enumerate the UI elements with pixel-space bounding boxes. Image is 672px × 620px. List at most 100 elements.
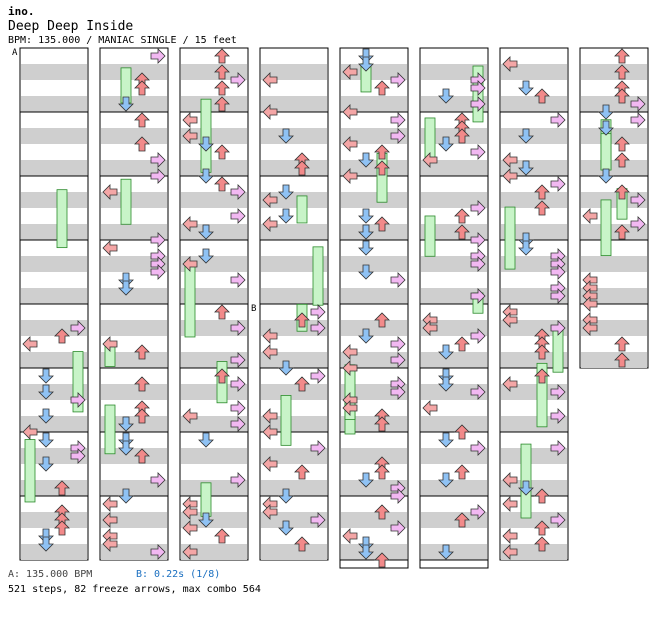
right-arrow-icon (550, 440, 566, 456)
up-arrow-icon (614, 88, 630, 104)
left-arrow-icon (502, 472, 518, 488)
up-arrow-icon (614, 352, 630, 368)
right-arrow-icon (550, 512, 566, 528)
up-arrow-icon (454, 336, 470, 352)
down-arrow-icon (38, 528, 54, 544)
left-arrow-icon (582, 296, 598, 312)
down-arrow-icon (438, 368, 454, 384)
freeze-arrow-icon (120, 178, 132, 225)
down-arrow-icon (38, 408, 54, 424)
right-arrow-icon (390, 520, 406, 536)
left-arrow-icon (262, 456, 278, 472)
right-arrow-icon (70, 392, 86, 408)
right-arrow-icon (390, 352, 406, 368)
down-arrow-icon (438, 136, 454, 152)
up-arrow-icon (214, 304, 230, 320)
down-arrow-icon (358, 48, 374, 64)
up-arrow-icon (214, 48, 230, 64)
freeze-arrow-icon (296, 195, 308, 224)
right-arrow-icon (390, 336, 406, 352)
right-arrow-icon (70, 448, 86, 464)
left-arrow-icon (182, 112, 198, 128)
left-arrow-icon (342, 104, 358, 120)
up-arrow-icon (214, 368, 230, 384)
down-arrow-icon (278, 184, 294, 200)
down-arrow-icon (358, 56, 374, 72)
up-arrow-icon (134, 376, 150, 392)
down-arrow-icon (598, 168, 614, 184)
up-arrow-icon (534, 488, 550, 504)
left-arrow-icon (262, 408, 278, 424)
freeze-arrow-icon (504, 206, 516, 270)
up-arrow-icon (454, 224, 470, 240)
down-arrow-icon (278, 488, 294, 504)
left-arrow-icon (342, 528, 358, 544)
down-arrow-icon (358, 536, 374, 552)
up-arrow-icon (374, 416, 390, 432)
bpm-marker-a: A (12, 48, 18, 58)
right-arrow-icon (550, 264, 566, 280)
down-arrow-icon (358, 224, 374, 240)
up-arrow-icon (614, 64, 630, 80)
right-arrow-icon (390, 488, 406, 504)
right-arrow-icon (310, 320, 326, 336)
right-arrow-icon (470, 232, 486, 248)
down-arrow-icon (118, 488, 134, 504)
right-arrow-icon (390, 272, 406, 288)
up-arrow-icon (534, 536, 550, 552)
down-arrow-icon (278, 128, 294, 144)
left-arrow-icon (422, 312, 438, 328)
right-arrow-icon (470, 80, 486, 96)
right-arrow-icon (470, 440, 486, 456)
left-arrow-icon (342, 64, 358, 80)
up-arrow-icon (374, 312, 390, 328)
up-arrow-icon (374, 144, 390, 160)
down-arrow-icon (438, 544, 454, 560)
freeze-arrow-icon (72, 351, 84, 413)
up-arrow-icon (214, 528, 230, 544)
up-arrow-icon (134, 448, 150, 464)
left-arrow-icon (342, 168, 358, 184)
down-arrow-icon (198, 432, 214, 448)
freeze-arrow-icon (24, 439, 36, 503)
right-arrow-icon (150, 472, 166, 488)
freeze-arrow-icon (536, 362, 548, 428)
left-arrow-icon (502, 168, 518, 184)
down-arrow-icon (358, 264, 374, 280)
right-arrow-icon (150, 168, 166, 184)
down-arrow-icon (278, 360, 294, 376)
down-arrow-icon (198, 136, 214, 152)
down-arrow-icon (198, 512, 214, 528)
down-arrow-icon (38, 432, 54, 448)
down-arrow-icon (358, 544, 374, 560)
left-arrow-icon (582, 280, 598, 296)
chart-column (419, 47, 489, 569)
up-arrow-icon (534, 88, 550, 104)
down-arrow-icon (518, 240, 534, 256)
down-arrow-icon (598, 120, 614, 136)
up-arrow-icon (214, 144, 230, 160)
up-arrow-icon (54, 480, 70, 496)
right-arrow-icon (390, 384, 406, 400)
right-arrow-icon (230, 472, 246, 488)
down-arrow-icon (518, 480, 534, 496)
up-arrow-icon (374, 504, 390, 520)
left-arrow-icon (182, 256, 198, 272)
right-arrow-icon (310, 512, 326, 528)
left-arrow-icon (262, 424, 278, 440)
left-arrow-icon (502, 152, 518, 168)
left-arrow-icon (182, 216, 198, 232)
up-arrow-icon (454, 464, 470, 480)
down-arrow-icon (38, 384, 54, 400)
left-arrow-icon (342, 136, 358, 152)
up-arrow-icon (534, 200, 550, 216)
left-arrow-icon (102, 536, 118, 552)
right-arrow-icon (470, 504, 486, 520)
left-arrow-icon (262, 504, 278, 520)
up-arrow-icon (534, 184, 550, 200)
freeze-arrow-icon (600, 199, 612, 257)
down-arrow-icon (278, 520, 294, 536)
up-arrow-icon (614, 336, 630, 352)
up-arrow-icon (214, 64, 230, 80)
left-arrow-icon (182, 128, 198, 144)
